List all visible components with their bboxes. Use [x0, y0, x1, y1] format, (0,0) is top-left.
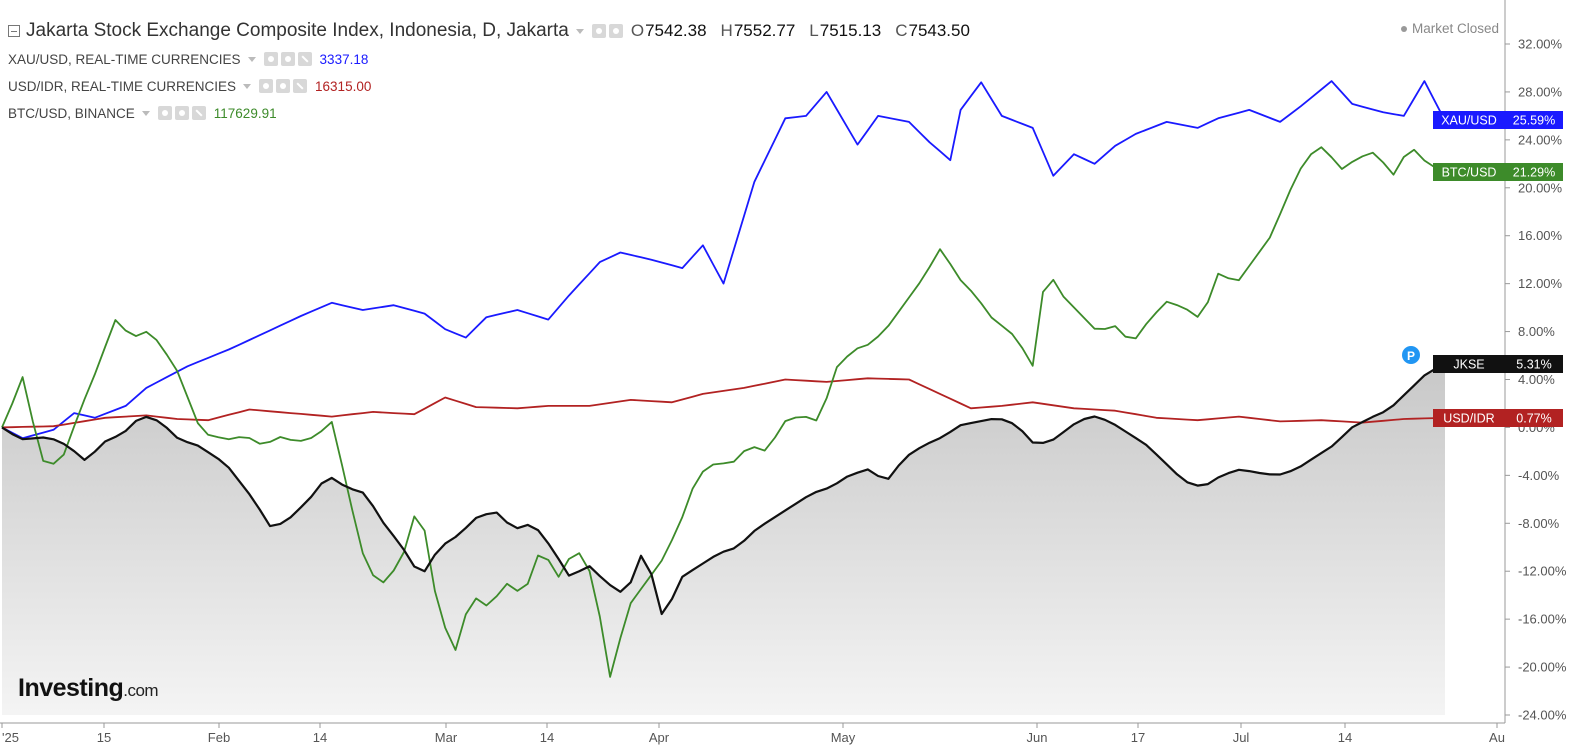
gear-icon[interactable]: [276, 79, 291, 93]
y-tick-label: 4.00%: [1518, 372, 1555, 387]
x-tick-label: Mar: [435, 730, 458, 745]
overlay-name: XAU/USD, REAL-TIME CURRENCIES: [8, 51, 241, 67]
series-name-tag: JKSE: [1453, 358, 1484, 372]
chevron-down-icon[interactable]: [575, 28, 584, 34]
y-tick-label: -12.00%: [1518, 564, 1567, 579]
series-last-label: XAU/USD 25.59%: [1433, 111, 1563, 129]
y-axis: 32.00% 28.00% 24.00% 20.00% 16.00% 12.00% 8.00…: [1504, 0, 1567, 723]
series-controls[interactable]: [591, 24, 623, 38]
chart-header: Jakarta Stock Exchange Composite Index, …: [8, 18, 984, 44]
chevron-down-icon[interactable]: [247, 56, 256, 62]
high-value: 7552.77: [733, 21, 796, 40]
x-tick-label: Au: [1489, 730, 1505, 745]
series-line-xau-usd: [1, 80, 1446, 440]
y-tick-label: 32.00%: [1518, 37, 1563, 52]
eye-icon[interactable]: [157, 106, 172, 120]
eye-icon[interactable]: [259, 79, 274, 93]
jkse-area: [2, 363, 1445, 715]
series-last-label: BTC/USD 21.29%: [1433, 163, 1563, 181]
x-tick-label: Feb: [208, 730, 230, 745]
series-value-tag: 25.59%: [1513, 114, 1555, 128]
x-tick-label: 14: [1338, 730, 1352, 745]
y-tick-label: 12.00%: [1518, 276, 1563, 291]
y-tick-label: -8.00%: [1518, 516, 1560, 531]
series-value-tag: 21.29%: [1513, 166, 1555, 180]
x-axis: '25 15 Feb 14 Mar 14 Apr May Jun 17 Jul 14 Au: [0, 722, 1505, 745]
series-last-label: USD/IDR 0.77%: [1433, 409, 1563, 427]
x-tick-label: Apr: [649, 730, 670, 745]
low-value: 7515.13: [819, 21, 882, 40]
collapse-icon[interactable]: [8, 25, 20, 37]
close-label: C: [895, 21, 908, 40]
x-tick-label: '25: [2, 730, 19, 745]
series-name-tag: BTC/USD: [1442, 166, 1497, 180]
open-value: 7542.38: [645, 21, 707, 40]
close-icon[interactable]: [191, 106, 206, 120]
eye-icon[interactable]: [591, 24, 606, 38]
overlay-name: BTC/USD, BINANCE: [8, 105, 135, 121]
y-tick-label: 20.00%: [1518, 180, 1563, 195]
series-value-tag: 0.77%: [1516, 412, 1551, 426]
eye-icon[interactable]: [263, 52, 278, 66]
market-status-text: Market Closed: [1411, 21, 1499, 36]
high-label: H: [720, 21, 733, 40]
series-name-tag: USD/IDR: [1443, 412, 1494, 426]
y-tick-label: 16.00%: [1518, 228, 1563, 243]
low-label: L: [809, 21, 819, 40]
gear-icon[interactable]: [608, 24, 623, 38]
series-value-tag: 5.31%: [1516, 358, 1551, 372]
plot-area: P: [1, 80, 1446, 715]
x-tick-label: 17: [1131, 730, 1145, 745]
y-tick-label: -20.00%: [1518, 660, 1567, 675]
overlay-idr: USD/IDR, REAL-TIME CURRENCIES 16315.00: [8, 77, 371, 95]
overlay-value: 3337.18: [319, 51, 369, 67]
series-last-label: JKSE 5.31%: [1433, 355, 1563, 373]
y-tick-label: 8.00%: [1518, 324, 1555, 339]
y-tick-label: -24.00%: [1518, 708, 1567, 723]
series-line-jkse: [1, 362, 1446, 616]
x-tick-label: May: [831, 730, 856, 745]
y-tick-label: 28.00%: [1518, 84, 1563, 99]
x-tick-label: 14: [313, 730, 327, 745]
x-tick-label: Jun: [1027, 730, 1048, 745]
series-line-btc-usd: [1, 146, 1446, 678]
open-label: O: [630, 21, 645, 40]
market-status: Market Closed: [1400, 21, 1499, 36]
y-tick-label: -4.00%: [1518, 468, 1560, 483]
close-value: 7543.50: [908, 21, 970, 40]
overlay-controls[interactable]: [259, 79, 308, 93]
chevron-down-icon[interactable]: [141, 110, 150, 116]
series-name-tag: XAU/USD: [1441, 114, 1497, 128]
series-line-usd-idr: [1, 377, 1446, 429]
close-icon[interactable]: [297, 52, 312, 66]
overlay-controls[interactable]: [157, 106, 206, 120]
status-dot-icon: [1400, 25, 1407, 32]
chevron-down-icon[interactable]: [243, 83, 252, 89]
series-labels: XAU/USD 25.59% BTC/USD 21.29% JKSE 5.31% USD/I…: [1433, 111, 1563, 427]
x-tick-label: Jul: [1233, 730, 1250, 745]
chart-title: Jakarta Stock Exchange Composite Index, …: [26, 20, 569, 41]
gear-icon[interactable]: [280, 52, 295, 66]
close-icon[interactable]: [293, 79, 308, 93]
svg-text:P: P: [1407, 349, 1415, 363]
overlay-xau: XAU/USD, REAL-TIME CURRENCIES 3337.18: [8, 50, 368, 68]
overlay-value: 117629.91: [213, 105, 277, 121]
overlay-value: 16315.00: [315, 78, 372, 94]
y-tick-label: 24.00%: [1518, 132, 1563, 147]
overlay-btc: BTC/USD, BINANCE 117629.91: [8, 104, 277, 122]
investing-logo: Investing.com: [18, 674, 159, 702]
y-tick-label: -16.00%: [1518, 612, 1567, 627]
gear-icon[interactable]: [174, 106, 189, 120]
p-marker-icon[interactable]: P: [1402, 346, 1420, 364]
x-tick-label: 14: [540, 730, 554, 745]
overlay-controls[interactable]: [263, 52, 312, 66]
x-tick-label: 15: [97, 730, 111, 745]
overlay-name: USD/IDR, REAL-TIME CURRENCIES: [8, 78, 237, 94]
